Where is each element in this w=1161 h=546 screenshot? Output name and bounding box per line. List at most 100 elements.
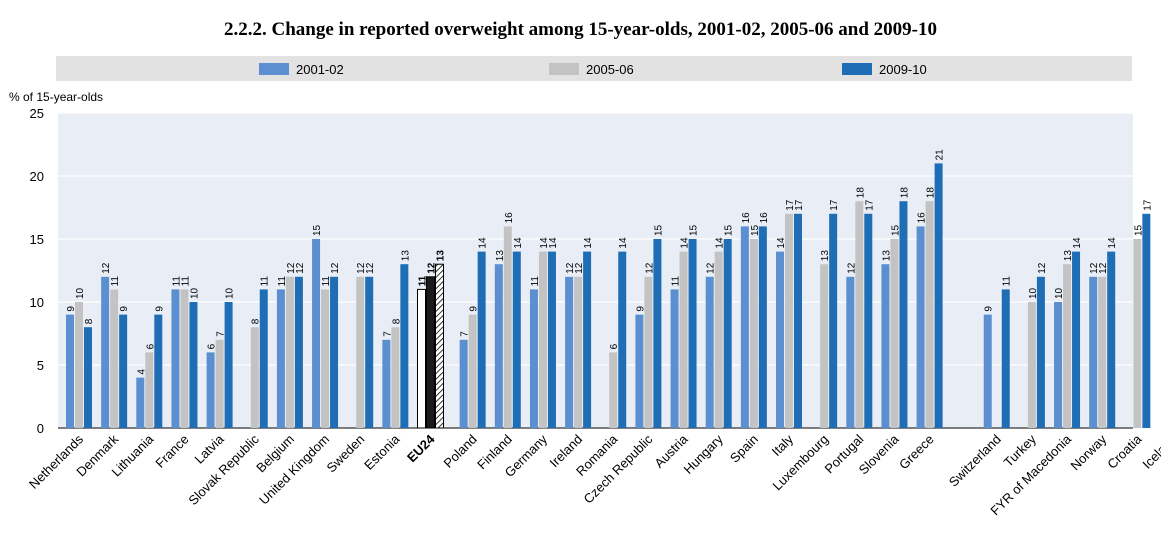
data-label-estonia-2001-02: 7 bbox=[382, 331, 393, 337]
y-axis-label: % of 15-year-olds bbox=[9, 90, 103, 104]
data-label-belgium-2001-02: 11 bbox=[277, 276, 288, 287]
bar-ireland-2005-06 bbox=[574, 276, 583, 428]
data-label-slovenia-2001-02: 13 bbox=[881, 250, 892, 262]
bar-czech-republic-2009-10 bbox=[653, 239, 662, 428]
x-tick-label-poland: Poland bbox=[441, 432, 480, 471]
legend-label-2001-02: 2001-02 bbox=[296, 62, 344, 77]
bar-spain-2009-10 bbox=[758, 226, 767, 428]
data-label-denmark-2005-06: 11 bbox=[110, 276, 121, 287]
bar-eu24-2001-02 bbox=[417, 288, 426, 429]
x-tick-label-italy: Italy bbox=[769, 431, 797, 459]
x-tick-label-sweden: Sweden bbox=[323, 432, 367, 476]
data-label-eu24-2005-06: 12 bbox=[427, 262, 438, 274]
bar-greece-2005-06 bbox=[925, 201, 934, 428]
data-label-austria-2009-10: 15 bbox=[689, 224, 700, 236]
data-label-united-kingdom-2005-06: 11 bbox=[321, 276, 332, 287]
bar-lithuania-2009-10 bbox=[154, 314, 163, 428]
x-tick-label-croatia: Croatia bbox=[1104, 431, 1145, 472]
data-label-spain-2001-02: 16 bbox=[741, 212, 752, 224]
data-label-germany-2001-02: 11 bbox=[530, 276, 541, 287]
bar-greece-2001-02 bbox=[916, 226, 925, 428]
bar-denmark-2009-10 bbox=[119, 314, 128, 428]
data-label-netherlands-2001-02: 9 bbox=[66, 306, 77, 312]
bar-poland-2005-06 bbox=[468, 314, 477, 428]
data-label-greece-2005-06: 18 bbox=[926, 187, 937, 199]
bar-luxembourg-2005-06 bbox=[820, 264, 829, 428]
bar-fyr-of-macedonia-2009-10 bbox=[1072, 251, 1081, 428]
data-label-portugal-2001-02: 12 bbox=[846, 262, 857, 274]
data-label-romania-2009-10: 14 bbox=[618, 237, 629, 249]
bar-united-kingdom-2009-10 bbox=[330, 276, 339, 428]
y-tick-label: 25 bbox=[30, 106, 44, 121]
bar-romania-2005-06 bbox=[609, 352, 618, 428]
bar-latvia-2009-10 bbox=[224, 302, 233, 428]
bar-latvia-2005-06 bbox=[215, 339, 224, 428]
bar-italy-2005-06 bbox=[785, 213, 793, 428]
data-label-austria-2001-02: 11 bbox=[671, 276, 682, 287]
legend-label-2005-06: 2005-06 bbox=[586, 62, 634, 77]
bar-ireland-2009-10 bbox=[583, 251, 592, 428]
x-tick-label-spain: Spain bbox=[727, 432, 761, 466]
data-label-ireland-2005-06: 12 bbox=[574, 262, 585, 274]
bar-ireland-2001-02 bbox=[565, 276, 574, 428]
y-tick-label: 10 bbox=[30, 295, 44, 310]
bar-france-2005-06 bbox=[180, 289, 189, 428]
x-tick-label-estonia: Estonia bbox=[361, 431, 403, 473]
data-label-poland-2005-06: 9 bbox=[469, 306, 480, 312]
data-label-italy-2005-06: 17 bbox=[785, 199, 796, 211]
data-label-lithuania-2001-02: 4 bbox=[136, 369, 147, 375]
data-label-slovenia-2009-10: 18 bbox=[899, 187, 910, 199]
bar-belgium-2009-10 bbox=[294, 276, 303, 428]
data-label-netherlands-2009-10: 8 bbox=[84, 318, 95, 324]
bar-lithuania-2005-06 bbox=[145, 352, 154, 428]
bar-switzerland-2009-10 bbox=[1001, 289, 1010, 428]
data-label-hungary-2009-10: 15 bbox=[724, 224, 735, 236]
bar-italy-2009-10 bbox=[794, 213, 802, 428]
data-label-sweden-2009-10: 12 bbox=[365, 262, 376, 274]
data-label-norway-2001-02: 12 bbox=[1089, 262, 1100, 274]
bar-spain-2001-02 bbox=[740, 226, 749, 428]
y-tick-label: 5 bbox=[37, 358, 44, 373]
data-label-ireland-2001-02: 12 bbox=[565, 262, 576, 274]
data-label-switzerland-2001-02: 9 bbox=[984, 306, 995, 312]
bar-france-2001-02 bbox=[171, 289, 180, 428]
bar-norway-2001-02 bbox=[1089, 276, 1098, 428]
bar-slovenia-2001-02 bbox=[881, 264, 890, 428]
bar-austria-2009-10 bbox=[688, 239, 697, 428]
data-label-portugal-2009-10: 17 bbox=[864, 199, 875, 211]
bar-fyr-of-macedonia-2005-06 bbox=[1063, 264, 1072, 428]
data-label-finland-2005-06: 16 bbox=[504, 212, 515, 224]
bar-estonia-2001-02 bbox=[382, 339, 391, 428]
data-label-greece-2009-10: 21 bbox=[935, 149, 946, 161]
data-label-switzerland-2009-10: 11 bbox=[1002, 276, 1013, 287]
data-label-greece-2001-02: 16 bbox=[917, 212, 928, 224]
data-label-spain-2005-06: 15 bbox=[750, 224, 761, 236]
data-label-lithuania-2005-06: 6 bbox=[145, 343, 156, 349]
bar-turkey-2009-10 bbox=[1036, 276, 1045, 428]
bar-finland-2005-06 bbox=[503, 226, 512, 428]
bar-switzerland-2001-02 bbox=[983, 314, 992, 428]
bar-czech-republic-2001-02 bbox=[635, 314, 644, 428]
bar-norway-2009-10 bbox=[1107, 251, 1116, 428]
bar-portugal-2001-02 bbox=[846, 276, 855, 428]
data-label-germany-2005-06: 14 bbox=[539, 237, 550, 249]
bar-germany-2005-06 bbox=[538, 251, 547, 428]
bar-portugal-2009-10 bbox=[864, 213, 873, 428]
bar-france-2009-10 bbox=[189, 302, 198, 428]
bar-united-kingdom-2001-02 bbox=[312, 239, 321, 428]
data-label-croatia-2005-06: 15 bbox=[1133, 224, 1144, 236]
bar-finland-2001-02 bbox=[494, 264, 503, 428]
bar-finland-2009-10 bbox=[512, 251, 521, 428]
bar-eu24-2005-06 bbox=[426, 276, 435, 429]
legend-band bbox=[56, 56, 1132, 81]
legend-swatch-2001-02 bbox=[259, 63, 289, 75]
data-label-turkey-2005-06: 10 bbox=[1028, 287, 1039, 299]
bar-austria-2001-02 bbox=[670, 289, 679, 428]
x-tick-label-netherlands: Netherlands bbox=[26, 431, 87, 492]
x-tick-label-greece: Greece bbox=[896, 432, 937, 473]
bar-poland-2009-10 bbox=[477, 251, 486, 428]
bar-slovak-republic-2009-10 bbox=[259, 289, 268, 428]
data-label-slovenia-2005-06: 15 bbox=[890, 224, 901, 236]
data-label-france-2001-02: 11 bbox=[171, 276, 182, 287]
data-label-finland-2009-10: 14 bbox=[513, 237, 524, 249]
